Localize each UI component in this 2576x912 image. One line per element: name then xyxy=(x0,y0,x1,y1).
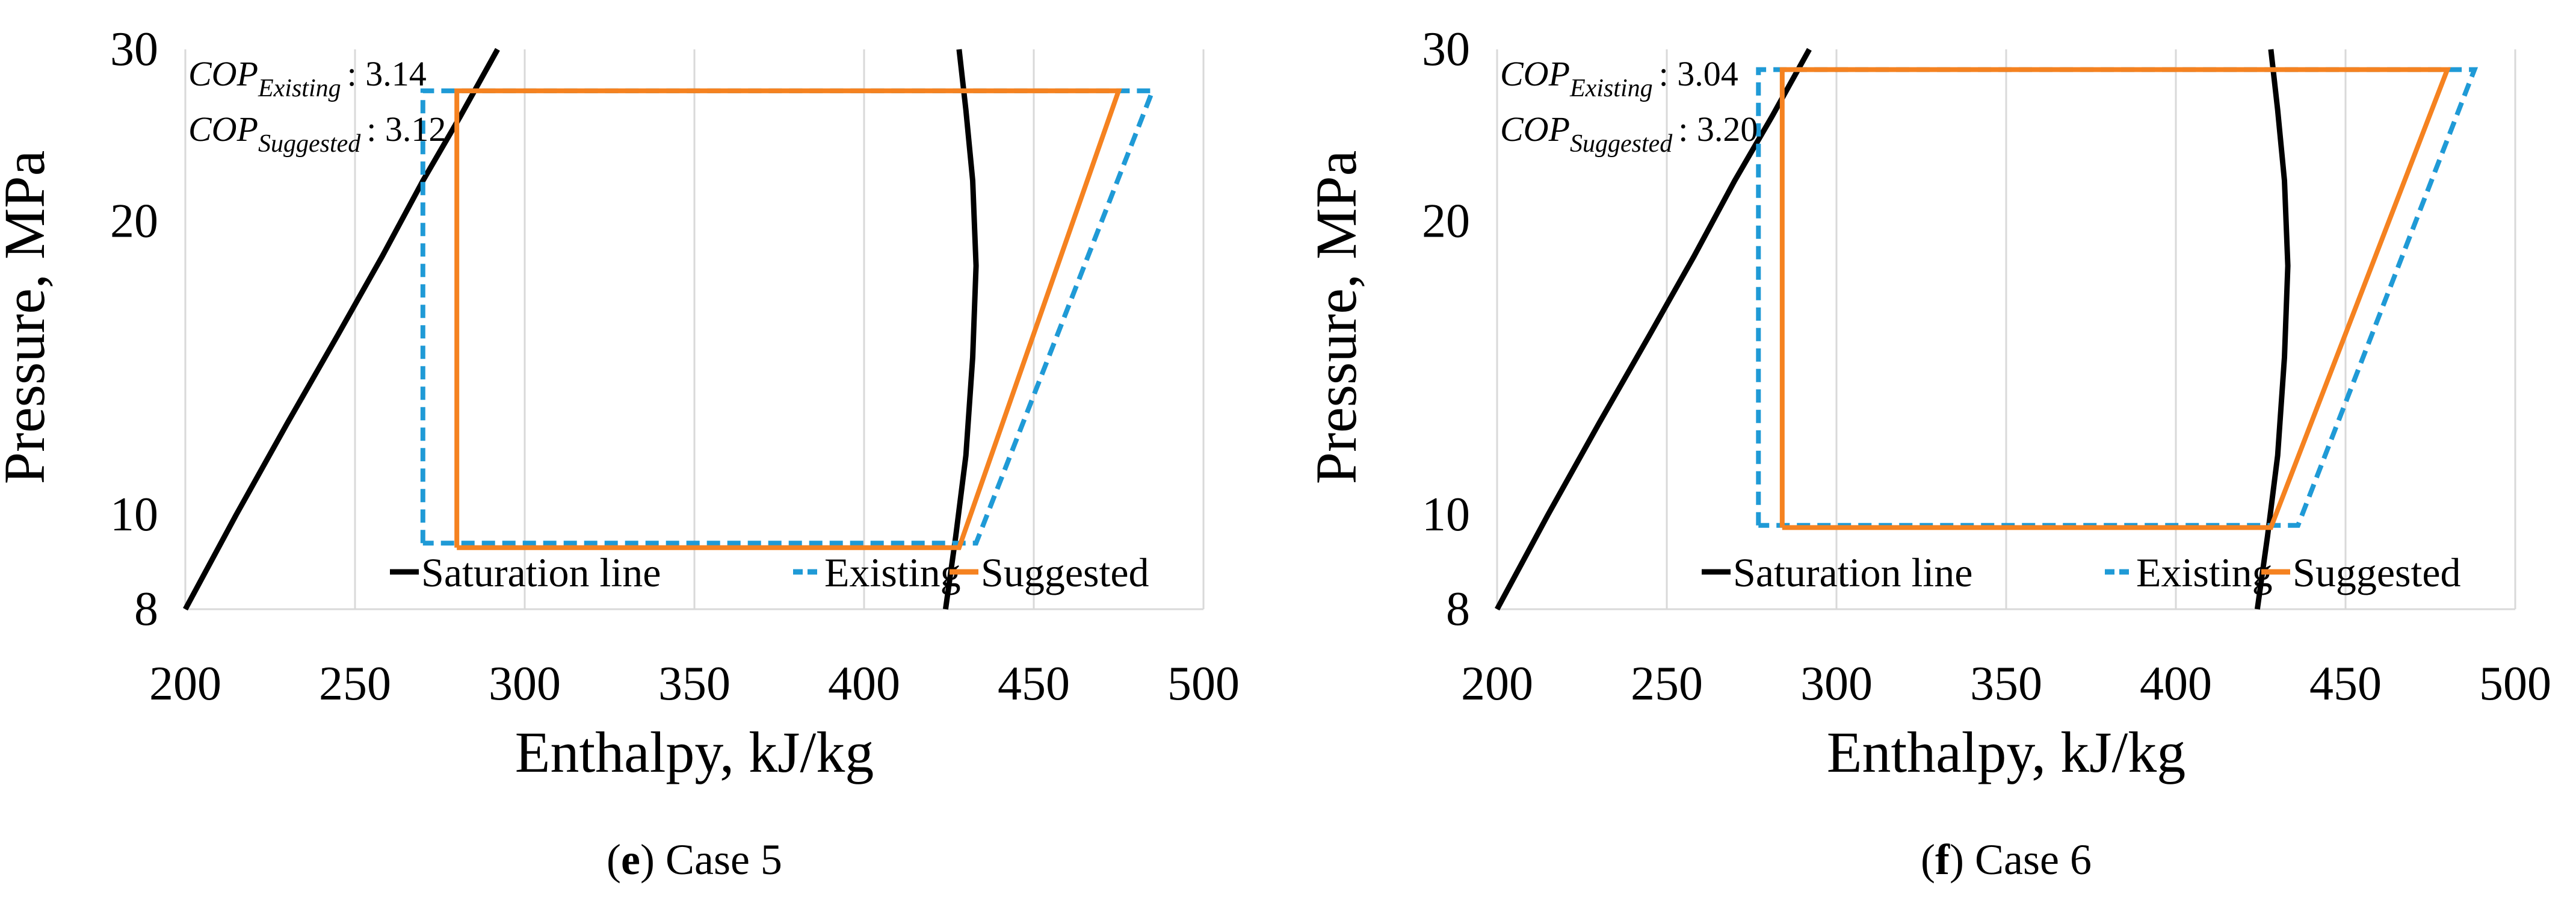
cop-value: : 3.20 xyxy=(1678,110,1758,149)
cop-value: : 3.14 xyxy=(347,54,427,93)
legend-label: Suggested xyxy=(981,550,1149,595)
x-tick-label: 400 xyxy=(2140,657,2212,710)
cycle-line-existing xyxy=(1756,67,2479,528)
cop-base: COP xyxy=(188,110,258,149)
series-existing xyxy=(1756,67,2479,528)
caption-letter: e xyxy=(621,836,640,884)
panel-caption: (e) Case 5 xyxy=(607,836,782,884)
x-tick-label: 450 xyxy=(2309,657,2382,710)
caption-letter: f xyxy=(1935,836,1950,884)
cop-annotation: COPExisting: 3.04 xyxy=(1500,54,1738,102)
saturation-curve-vapor xyxy=(942,49,979,610)
y-tick-label: 10 xyxy=(1422,488,1470,541)
series-suggested xyxy=(1779,67,2451,530)
cop-base: COP xyxy=(1500,110,1570,149)
x-tick-label: 300 xyxy=(1800,657,1873,710)
cop-value: : 3.04 xyxy=(1659,54,1738,93)
cop-annotation: COPSuggested: 3.12 xyxy=(188,110,446,158)
y-tick-label: 8 xyxy=(1446,583,1470,636)
caption-open: ( xyxy=(607,836,621,884)
series-saturation-line xyxy=(1495,48,2291,611)
x-tick-label: 250 xyxy=(319,657,391,710)
cop-subscript: Suggested xyxy=(258,130,361,158)
x-tick-label: 350 xyxy=(658,657,730,710)
cycle-line-suggested xyxy=(1779,67,2451,530)
cycle-line-suggested xyxy=(454,88,1122,550)
legend: Saturation line Existing Suggested xyxy=(1702,550,2461,595)
x-tick-label: 350 xyxy=(1970,657,2042,710)
legend-label: Saturation line xyxy=(1733,550,1972,595)
x-tick-label: 250 xyxy=(1631,657,1703,710)
chart-panel-1: 200 250 300 350 400 450 500 8 10 20 30 Enthalpy, kJ… xyxy=(0,23,1240,884)
cop-base: COP xyxy=(188,54,258,93)
caption-open: ( xyxy=(1921,836,1935,884)
y-tick-label: 8 xyxy=(134,583,158,636)
x-tick-label: 400 xyxy=(828,657,900,710)
saturation-curve-liquid xyxy=(1495,48,1812,611)
saturation-curve-vapor xyxy=(2254,49,2291,610)
x-tick-label: 200 xyxy=(1461,657,1533,710)
legend: Saturation line Existing Suggested xyxy=(390,550,1149,595)
cop-subscript: Suggested xyxy=(1570,130,1673,158)
saturation-curve-liquid xyxy=(183,48,500,611)
x-axis-label: Enthalpy, kJ/kg xyxy=(1827,720,2185,784)
x-tick-label: 300 xyxy=(489,657,561,710)
panel-caption: (f) Case 6 xyxy=(1921,836,2092,884)
x-tick-label: 450 xyxy=(998,657,1070,710)
y-tick-label: 10 xyxy=(110,488,158,541)
caption-text: ) Case 6 xyxy=(1950,836,2092,884)
cop-subscript: Existing xyxy=(1569,75,1653,102)
cop-annotation: COPSuggested: 3.20 xyxy=(1500,110,1758,158)
y-tick-label: 20 xyxy=(1422,194,1470,247)
cycle-line-existing xyxy=(420,88,1157,546)
cop-subscript: Existing xyxy=(258,75,341,102)
x-tick-label: 200 xyxy=(149,657,221,710)
cop-value: : 3.12 xyxy=(366,110,446,149)
legend-label: Saturation line xyxy=(421,550,661,595)
y-tick-label: 20 xyxy=(110,194,158,247)
legend-label: Existing xyxy=(2136,550,2273,595)
caption-text: ) Case 5 xyxy=(640,836,782,884)
series-existing xyxy=(420,88,1157,546)
cop-base: COP xyxy=(1500,54,1570,93)
y-tick-label: 30 xyxy=(110,23,158,76)
x-axis-label: Enthalpy, kJ/kg xyxy=(515,720,874,784)
legend-label: Existing xyxy=(824,550,961,595)
x-tick-label: 500 xyxy=(2479,657,2551,710)
series-suggested xyxy=(454,88,1122,550)
y-axis-label: Pressure, MPa xyxy=(0,150,57,485)
series-saturation-line xyxy=(183,48,979,611)
y-axis-label: Pressure, MPa xyxy=(1304,150,1368,485)
x-tick-label: 500 xyxy=(1167,657,1240,710)
legend-label: Suggested xyxy=(2293,550,2461,595)
cop-annotation: COPExisting: 3.14 xyxy=(188,54,427,102)
y-tick-label: 30 xyxy=(1422,23,1470,76)
chart-panel-2: 200 250 300 350 400 450 500 8 10 20 30 Enthalpy, kJ… xyxy=(1304,23,2551,884)
